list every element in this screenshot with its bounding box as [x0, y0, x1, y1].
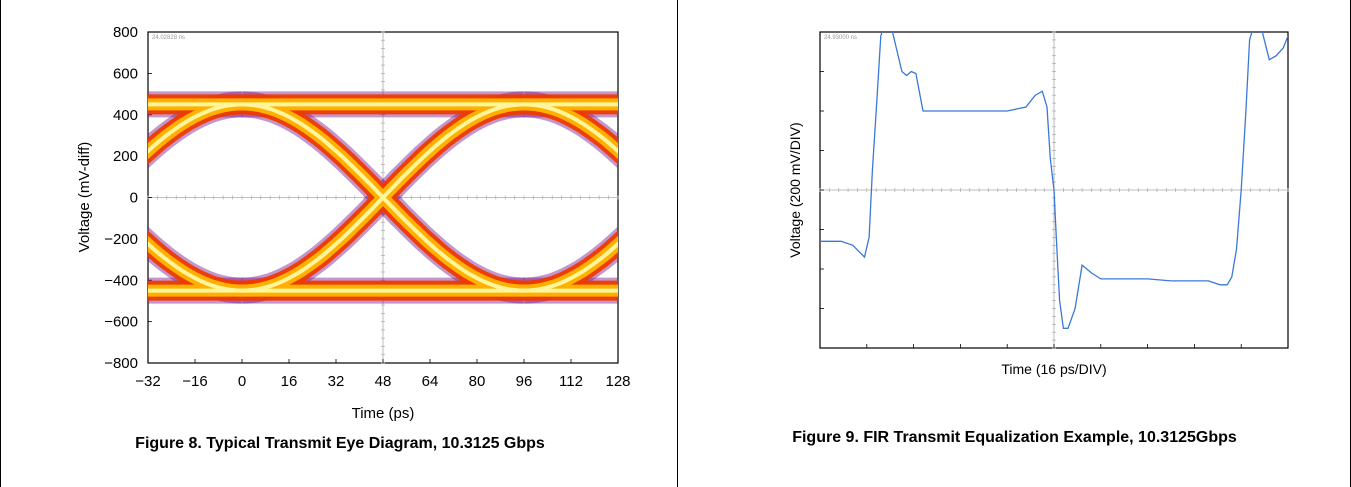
fig8-x-tick-label: 112	[559, 373, 583, 390]
fig8-y-tick-label: −800	[104, 355, 138, 372]
fig8-y-tick-label: 400	[113, 107, 138, 124]
figure-9-caption: Figure 9. FIR Transmit Equalization Exam…	[792, 429, 1237, 446]
fig8-eye-trace-layer-3	[523, 102, 618, 154]
fig8-x-tick-label: 80	[469, 373, 486, 390]
fig9-grid	[819, 31, 1289, 349]
fig8-x-tick-label: 96	[516, 373, 533, 390]
fig8-x-tick-label: 16	[281, 373, 298, 390]
fig9-waveform-line	[820, 32, 1288, 329]
fig8-x-tick-label: 48	[375, 373, 392, 390]
fig9-stamp: 24.93000 ns	[824, 35, 857, 41]
fig8-x-tick-labels: −32 −16 0 16 32 48 64 80 96 112 128	[135, 373, 630, 390]
fig8-eye-trace-layer-3	[148, 102, 243, 154]
fig8-eye-trace-layer-3	[148, 241, 243, 293]
fig8-eye-trace-layer-3	[523, 241, 618, 293]
fig8-y-tick-label: −600	[104, 314, 138, 331]
figure-8-caption: Figure 8. Typical Transmit Eye Diagram, …	[135, 435, 545, 452]
figure-8-panel: 24.02828 ns 800 600 400 200 0 −200 −400 −600 −80…	[0, 0, 678, 487]
fig8-y-axis-label: Voltage (mV-diff)	[76, 142, 93, 253]
fig9-x-axis-label: Time (16 ps/DIV)	[1001, 361, 1106, 377]
fig8-y-tick-labels: 800 600 400 200 0 −200 −400 −600 −800	[104, 24, 138, 372]
fig8-eye-trace-layer-3	[241, 102, 525, 293]
fig8-y-tick-label: 800	[113, 24, 138, 41]
fig8-stamp: 24.02828 ns	[152, 35, 185, 41]
fig9-y-axis-label: Voltage (200 mV/DIV)	[787, 122, 803, 257]
fig8-x-tick-label: 32	[328, 373, 345, 390]
fig8-y-tick-label: −400	[104, 272, 138, 289]
figure-9-panel: 24.93000 ns Time (16 ps/DIV) Voltage (20…	[678, 0, 1351, 487]
fig8-eye-traces	[148, 91, 618, 304]
figure-8-chart: 24.02828 ns 8006004002000−200−400−600−80…	[76, 24, 631, 422]
fig8-y-tick-label: −200	[104, 231, 138, 248]
fig8-x-axis-label: Time (ps)	[352, 405, 415, 422]
fig8-x-tick-label: 0	[238, 373, 246, 390]
fig8-x-tick-label: −16	[182, 373, 207, 390]
fig8-y-tick-label: 600	[113, 65, 138, 82]
fig8-x-tick-label: 64	[422, 373, 439, 390]
fig8-y-tick-label: 200	[113, 148, 138, 165]
figure-9-chart: 24.93000 ns Time (16 ps/DIV) Voltage (20…	[787, 31, 1289, 377]
fig8-x-tick-label: 128	[605, 373, 630, 390]
fig8-y-tick-label: 0	[130, 190, 138, 207]
fig8-x-tick-label: −32	[135, 373, 160, 390]
